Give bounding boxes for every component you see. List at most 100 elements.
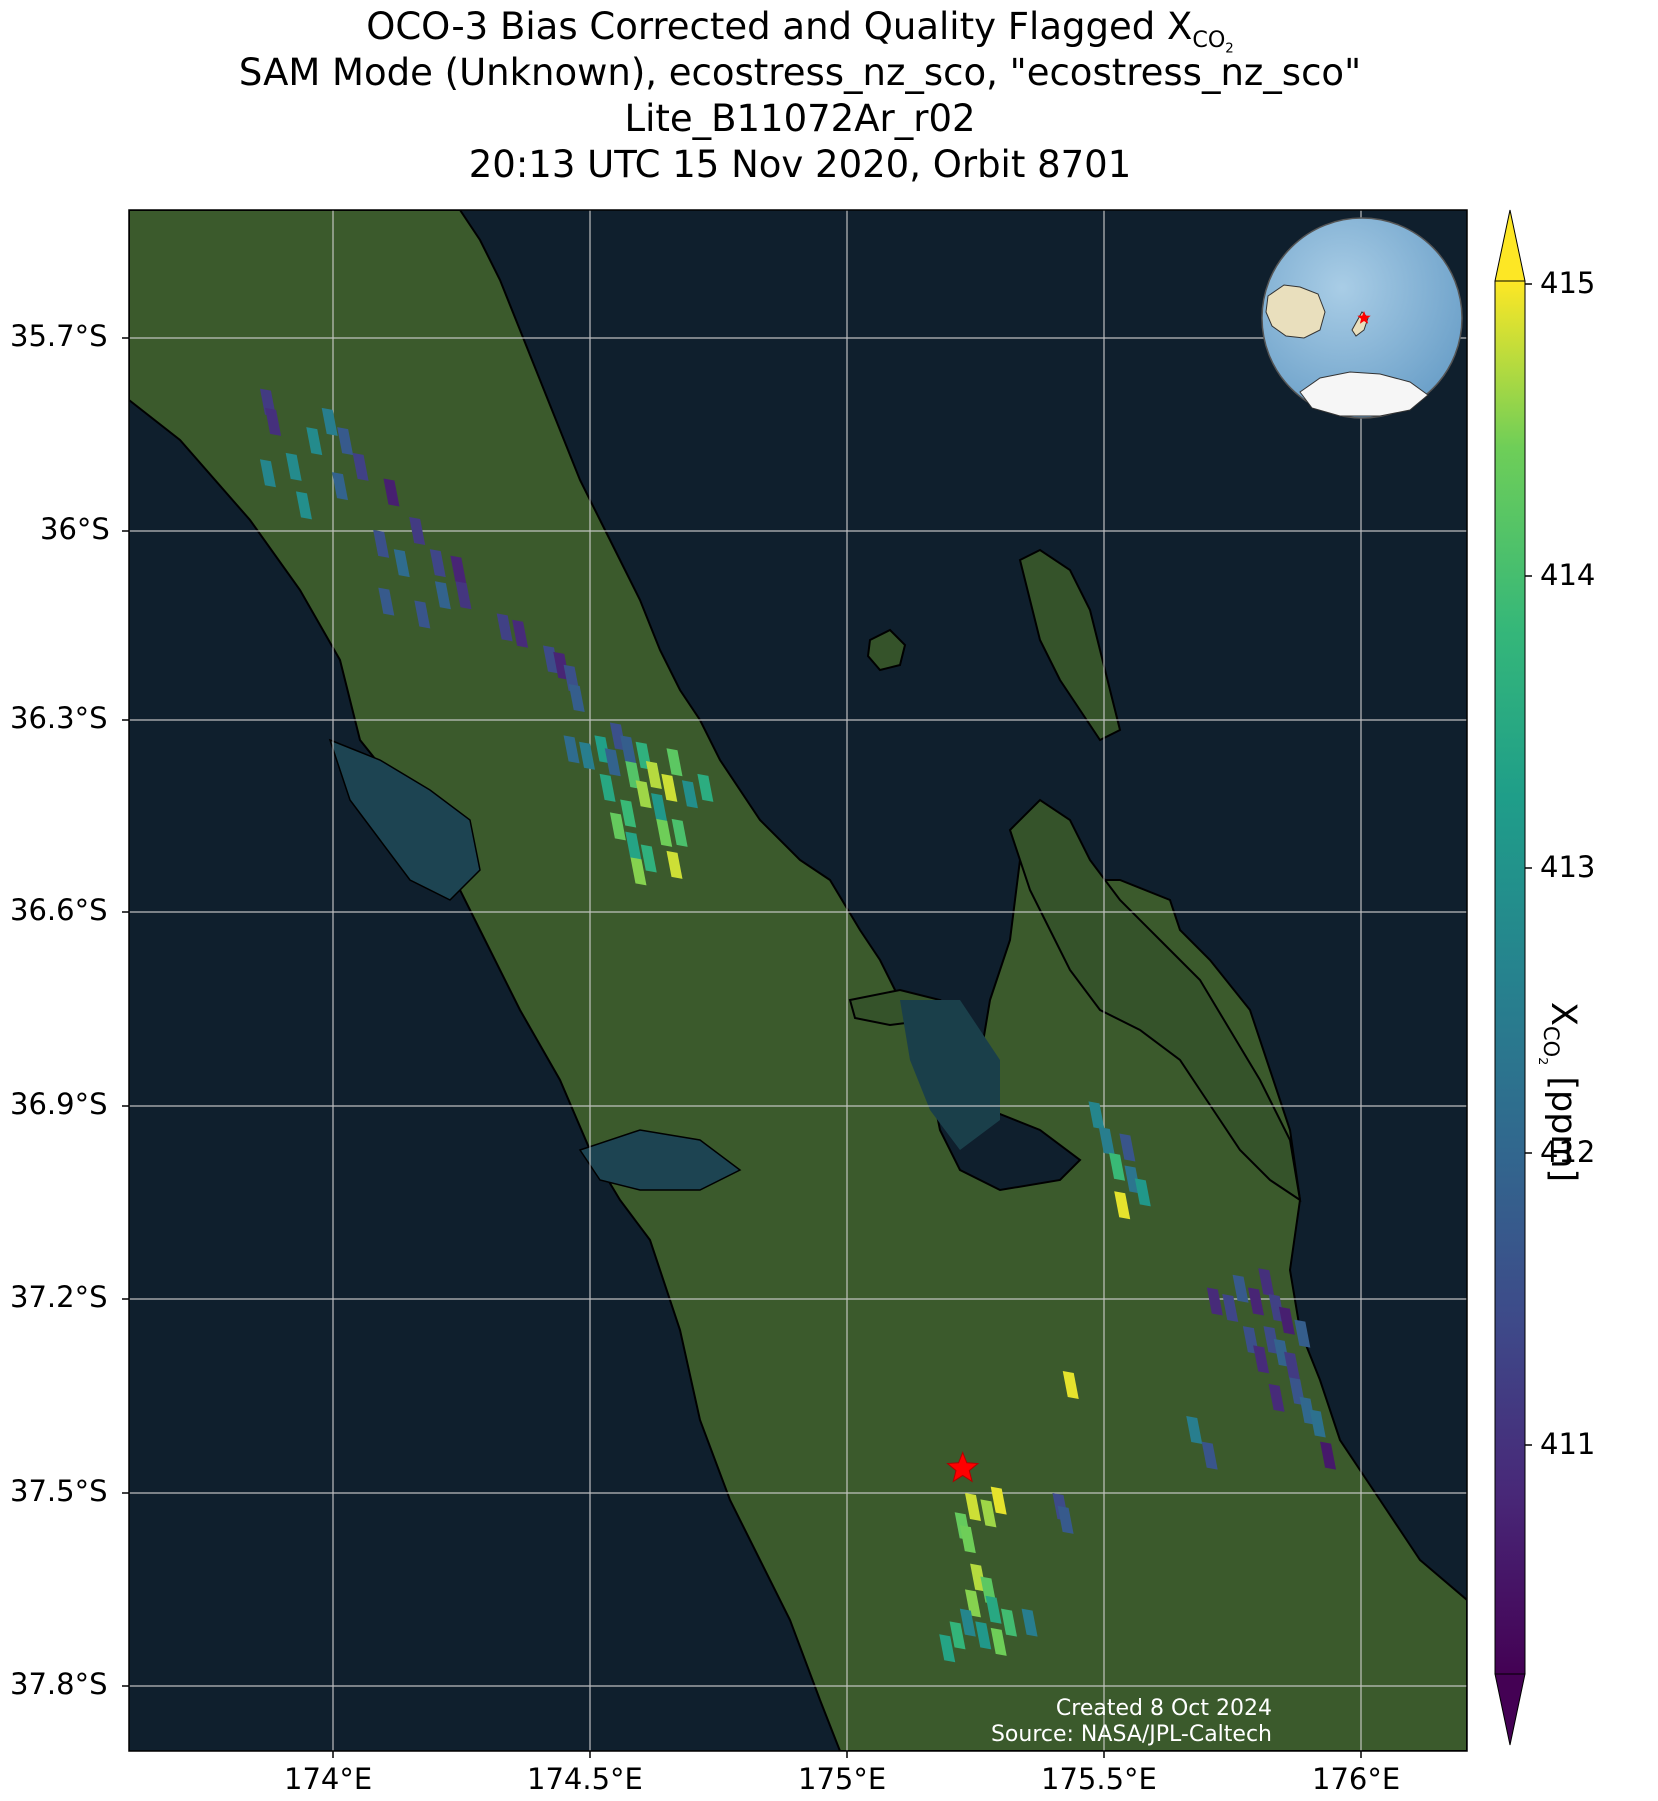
xco2-sounding bbox=[959, 1525, 976, 1554]
lat-tick-label: 36°S bbox=[40, 512, 110, 546]
xco2-sounding bbox=[620, 735, 637, 764]
xco2-sounding bbox=[1109, 1152, 1126, 1181]
xco2-sounding bbox=[630, 857, 647, 886]
xco2-sounding bbox=[450, 555, 467, 584]
xco2-sounding bbox=[656, 818, 673, 847]
xco2-sounding bbox=[661, 773, 678, 802]
xco2-sounding bbox=[393, 549, 410, 578]
axis-ticks bbox=[122, 337, 1362, 1758]
xco2-sounding bbox=[1062, 1371, 1079, 1400]
xco2-sounding bbox=[563, 735, 580, 764]
xco2-sounding bbox=[373, 529, 390, 558]
xco2-sounding bbox=[579, 741, 596, 770]
xco2-sounding bbox=[666, 850, 683, 879]
xco2-sounding bbox=[352, 452, 369, 481]
lon-tick-label: 176°E bbox=[1312, 1762, 1401, 1796]
xco2-sounding bbox=[1309, 1409, 1326, 1438]
lat-tick-label: 36.9°S bbox=[10, 1087, 108, 1121]
target-star-marker bbox=[946, 1451, 980, 1483]
xco2-sounding bbox=[409, 517, 426, 546]
xco2-sounding bbox=[434, 581, 451, 610]
xco2-sounding bbox=[620, 799, 637, 828]
xco2-sounding bbox=[697, 773, 714, 802]
xco2-sounding bbox=[640, 844, 657, 873]
hauraki-gulf-shallows bbox=[900, 1000, 1000, 1150]
lat-tick-label: 35.7°S bbox=[10, 319, 108, 353]
xco2-sounding bbox=[568, 683, 585, 712]
xco2-sounding bbox=[1258, 1268, 1275, 1297]
xco2-sounding bbox=[671, 818, 688, 847]
xco2-sounding bbox=[604, 748, 621, 777]
colorbar bbox=[1494, 209, 1532, 1746]
created-date-text: Created 8 Oct 2024 bbox=[1055, 1696, 1272, 1721]
xco2-sounding bbox=[295, 491, 312, 520]
map-title-line-3: Lite_B11072Ar_r02 bbox=[624, 97, 976, 140]
great-barrier-island bbox=[1018, 548, 1122, 742]
xco2-sounding bbox=[1098, 1127, 1115, 1156]
coromandel-peninsula bbox=[1008, 798, 1302, 1203]
xco2-soundings bbox=[259, 388, 1337, 1663]
xco2-sounding bbox=[1021, 1608, 1038, 1637]
xco2-sounding bbox=[285, 452, 302, 481]
xco2-sounding bbox=[1253, 1345, 1270, 1374]
xco2-sounding bbox=[1284, 1351, 1301, 1380]
colorbar-tick-label: 415 bbox=[1540, 266, 1596, 300]
little-barrier-island bbox=[866, 628, 907, 672]
colorbar-extend-min bbox=[1494, 1673, 1526, 1746]
colorbar-extend-max bbox=[1494, 209, 1526, 282]
xco2-sounding bbox=[1201, 1441, 1218, 1470]
xco2-sounding bbox=[985, 1595, 1002, 1624]
map-title-line-4: 20:13 UTC 15 Nov 2020, Orbit 8701 bbox=[468, 143, 1132, 186]
xco2-sounding bbox=[1088, 1101, 1105, 1130]
map-frame bbox=[128, 209, 1468, 1752]
xco2-sounding bbox=[980, 1499, 997, 1528]
xco2-sounding bbox=[306, 427, 323, 456]
globe-antarctica bbox=[1299, 371, 1429, 417]
manukau-harbour bbox=[578, 1129, 742, 1191]
lat-tick-label: 36.3°S bbox=[10, 701, 108, 735]
xco2-sounding bbox=[1057, 1505, 1074, 1534]
xco2-sounding bbox=[959, 1608, 976, 1637]
lat-tick-label: 36.6°S bbox=[10, 893, 108, 927]
xco2-sounding bbox=[681, 780, 698, 809]
xco2-sounding bbox=[651, 793, 668, 822]
lat-tick-label: 37.8°S bbox=[10, 1667, 108, 1701]
xco2-sounding bbox=[990, 1627, 1007, 1656]
globe-australia bbox=[1265, 284, 1326, 339]
xco2-sounding bbox=[599, 773, 616, 802]
xco2-sounding bbox=[990, 1486, 1007, 1515]
lat-tick-label: 37.2°S bbox=[10, 1280, 108, 1314]
map-title-line-2: SAM Mode (Unknown), ecostress_nz_sco, "e… bbox=[238, 51, 1362, 94]
lon-tick-label: 175°E bbox=[798, 1762, 887, 1796]
xco2-sounding bbox=[542, 645, 559, 674]
xco2-sounding bbox=[666, 748, 683, 777]
xco2-sounding bbox=[1248, 1287, 1265, 1316]
colorbar-tick-label: 413 bbox=[1540, 850, 1596, 884]
lon-tick-label: 174°E bbox=[284, 1762, 373, 1796]
xco2-sounding bbox=[496, 613, 513, 642]
source-credit-text: Source: NASA/JPL-Caltech bbox=[990, 1722, 1272, 1747]
xco2-sounding bbox=[429, 549, 446, 578]
xco2-sounding bbox=[331, 472, 348, 501]
xco2-sounding bbox=[1320, 1441, 1337, 1470]
colorbar-label: XCO2 [ppm] bbox=[1535, 1002, 1583, 1183]
colorbar-tick-label: 412 bbox=[1540, 1135, 1596, 1169]
xco2-sounding bbox=[964, 1589, 981, 1618]
xco2-sounding bbox=[383, 478, 400, 507]
inset-globe bbox=[1261, 217, 1463, 419]
xco2-sounding bbox=[455, 581, 472, 610]
graticule bbox=[129, 210, 1467, 1751]
xco2-sounding bbox=[1119, 1133, 1136, 1162]
xco2-sounding bbox=[964, 1493, 981, 1522]
xco2-sounding bbox=[975, 1621, 992, 1650]
kaipara-harbour bbox=[328, 738, 481, 901]
xco2-sounding bbox=[337, 427, 354, 456]
map-title-line-1: OCO-3 Bias Corrected and Quality Flagged… bbox=[366, 5, 1234, 57]
xco2-sounding bbox=[949, 1621, 966, 1650]
colorbar-body bbox=[1494, 280, 1526, 1675]
xco2-sounding bbox=[635, 780, 652, 809]
globe-target-star bbox=[1357, 311, 1371, 324]
xco2-sounding bbox=[1294, 1319, 1311, 1348]
xco2-sounding bbox=[645, 761, 662, 790]
